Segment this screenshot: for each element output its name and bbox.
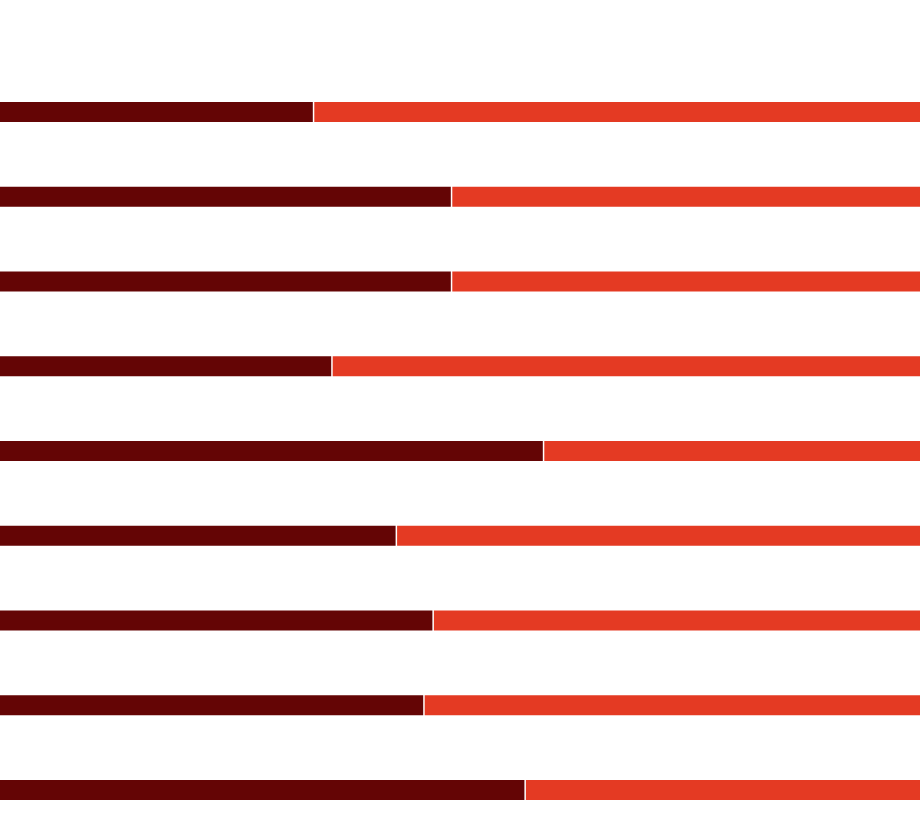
bar-row-8-segment-1 <box>0 695 424 716</box>
bar-row-5-segment-2 <box>544 441 920 461</box>
bar-row-4-segment-1 <box>0 356 332 377</box>
bar-row-4-segment-2 <box>332 356 920 377</box>
bar-row-9-segment-2 <box>525 780 920 800</box>
bar-row-2-segment-2 <box>452 186 920 207</box>
bar-row-1-segment-1 <box>0 102 313 122</box>
bar-row-7-segment-2 <box>433 610 920 631</box>
bar-row-5-segment-1 <box>0 441 543 461</box>
bar-row-3-segment-1 <box>0 271 451 292</box>
bar-row-1-segment-2 <box>314 102 920 122</box>
bar-row-7-segment-1 <box>0 610 433 631</box>
bar-row-3-segment-2 <box>452 271 920 292</box>
bar-row-2-segment-1 <box>0 186 451 207</box>
bar-row-6-segment-2 <box>397 525 920 546</box>
bar-row-9-segment-1 <box>0 780 525 800</box>
bar-row-8-segment-2 <box>424 695 920 716</box>
bar-row-6-segment-1 <box>0 525 396 546</box>
